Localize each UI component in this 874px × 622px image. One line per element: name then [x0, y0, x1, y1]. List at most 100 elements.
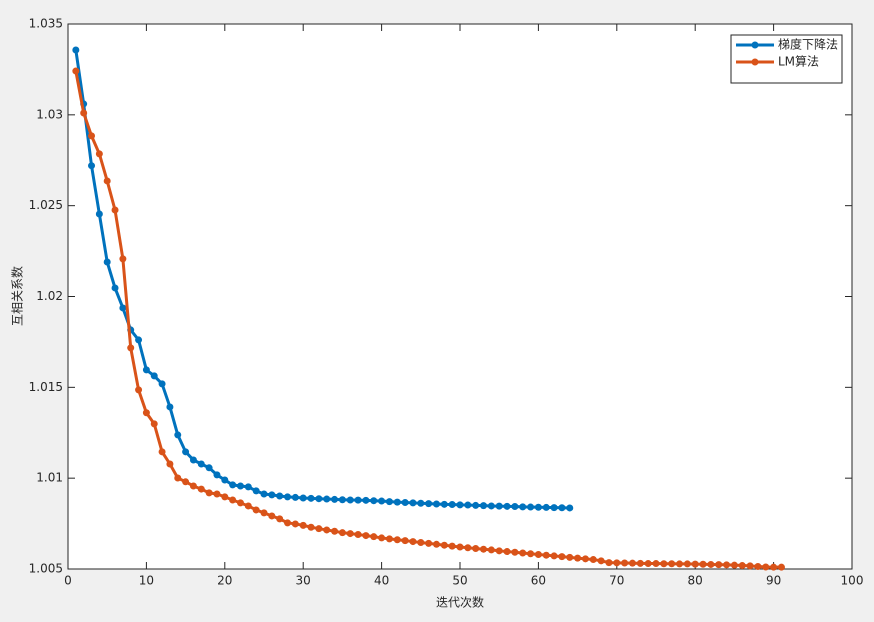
data-point	[691, 560, 699, 568]
data-point	[158, 448, 166, 456]
data-point	[534, 503, 542, 511]
data-point	[401, 499, 409, 507]
data-point	[519, 503, 527, 511]
data-point	[566, 504, 574, 512]
data-point	[142, 409, 150, 417]
data-point	[276, 492, 284, 500]
x-tick-label: 30	[296, 574, 311, 588]
data-point	[558, 553, 566, 561]
data-point	[346, 496, 354, 504]
data-point	[519, 549, 527, 557]
legend-label: 梯度下降法	[778, 37, 838, 52]
data-point	[385, 535, 393, 543]
data-point	[323, 495, 331, 503]
data-point	[268, 491, 276, 499]
data-point	[715, 561, 723, 569]
data-point	[542, 551, 550, 559]
data-point	[291, 493, 299, 501]
data-point	[440, 500, 448, 508]
series-line	[74, 49, 570, 510]
y-tick-label: 1.015	[29, 380, 63, 394]
data-point	[189, 456, 197, 464]
data-point	[746, 562, 754, 570]
data-point	[236, 499, 244, 507]
data-point	[495, 547, 503, 555]
data-point	[550, 504, 558, 512]
y-tick-label: 1.02	[36, 289, 63, 303]
data-point	[150, 420, 158, 428]
data-point	[652, 560, 660, 568]
data-point	[707, 560, 715, 568]
data-point	[307, 494, 315, 502]
data-point	[777, 563, 785, 571]
data-point	[770, 563, 778, 571]
data-point	[197, 485, 205, 493]
data-point	[409, 538, 417, 546]
data-point	[511, 548, 519, 556]
data-point	[299, 521, 307, 529]
data-point	[205, 464, 213, 472]
data-point	[558, 504, 566, 512]
y-tick-label: 1.005	[29, 562, 63, 576]
data-point	[448, 542, 456, 550]
data-point	[323, 526, 331, 534]
data-point	[401, 537, 409, 545]
data-point	[111, 206, 119, 214]
legend-marker	[751, 41, 759, 49]
data-point	[574, 554, 582, 562]
data-point	[244, 502, 252, 510]
data-point	[699, 560, 707, 568]
x-tick-label: 20	[217, 574, 232, 588]
data-point	[182, 478, 190, 486]
data-point	[644, 560, 652, 568]
data-point	[354, 496, 362, 504]
data-point	[480, 545, 488, 553]
data-point	[331, 527, 339, 535]
data-point	[135, 386, 143, 394]
data-point	[260, 509, 268, 517]
data-point	[158, 380, 166, 388]
y-tick-label: 1.01	[36, 471, 63, 485]
x-tick-label: 40	[374, 574, 389, 588]
data-point	[393, 536, 401, 544]
data-point	[307, 523, 315, 531]
data-point	[135, 336, 143, 344]
data-point	[236, 482, 244, 490]
data-point	[472, 501, 480, 509]
data-point	[260, 490, 268, 498]
data-point	[464, 501, 472, 509]
legend-label: LM算法	[778, 54, 819, 69]
data-point	[628, 559, 636, 567]
data-point	[581, 555, 589, 563]
x-tick-label: 60	[531, 574, 546, 588]
data-point	[754, 562, 762, 570]
data-point	[174, 431, 182, 439]
data-point	[370, 497, 378, 505]
x-tick-label: 0	[64, 574, 72, 588]
data-point	[621, 559, 629, 567]
data-point	[417, 499, 425, 507]
data-point	[378, 534, 386, 542]
data-point	[291, 520, 299, 528]
data-point	[589, 556, 597, 564]
data-point	[378, 497, 386, 505]
legend-box	[730, 34, 843, 84]
data-point	[432, 540, 440, 548]
data-point	[440, 541, 448, 549]
data-point	[213, 490, 221, 498]
data-point	[550, 552, 558, 560]
data-point	[597, 557, 605, 565]
data-point	[448, 501, 456, 509]
data-point	[511, 503, 519, 511]
data-point	[127, 344, 135, 352]
data-point	[111, 284, 119, 292]
y-tick-label: 1.035	[29, 17, 63, 31]
data-point	[393, 498, 401, 506]
data-point	[417, 538, 425, 546]
data-point	[284, 493, 292, 501]
data-point	[119, 255, 127, 263]
y-tick-label: 1.03	[36, 107, 63, 121]
data-point	[119, 304, 127, 312]
x-tick-label: 80	[688, 574, 703, 588]
